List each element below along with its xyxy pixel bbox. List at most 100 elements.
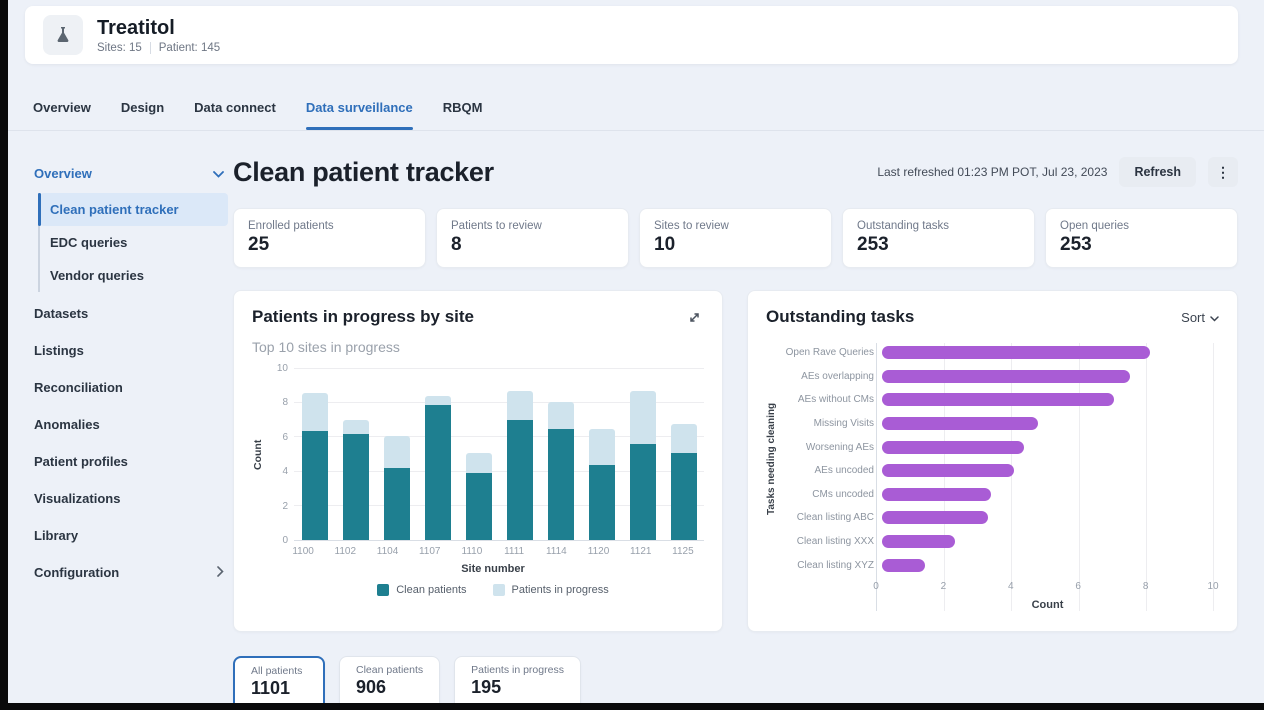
task-bar[interactable] (882, 487, 992, 501)
segment-clean-patients[interactable] (506, 420, 533, 540)
tab-overview[interactable]: Overview (33, 100, 91, 115)
filter-label: Patients in progress (471, 664, 564, 676)
x-tick-label: 4 (1008, 581, 1014, 592)
x-axis-title: Site number (461, 563, 525, 575)
stacked-bar-site-1107[interactable] (417, 369, 458, 540)
stacked-bar-site-1102[interactable] (335, 369, 376, 540)
sidebar-item-overview[interactable]: Overview (30, 160, 228, 187)
stacked-bar-site-1120[interactable] (581, 369, 622, 540)
segment-patients-in-progress[interactable] (506, 391, 533, 421)
stacked-bar-site-1111[interactable] (499, 369, 540, 540)
task-bar[interactable] (882, 440, 1025, 454)
segment-clean-patients[interactable] (629, 444, 656, 540)
bar-track (882, 440, 1213, 454)
task-bar[interactable] (882, 464, 1015, 478)
kpi-label: Enrolled patients (248, 220, 334, 232)
chart-title: Outstanding tasks (766, 307, 915, 326)
task-row: Clean listing ABC (780, 506, 1213, 530)
segment-patients-in-progress[interactable] (465, 452, 492, 474)
x-tick-label: 8 (1142, 581, 1149, 592)
kpi-sites-to-review: Sites to review 10 (639, 208, 832, 268)
sort-label: Sort (1181, 309, 1205, 325)
stacked-bar-site-1110[interactable] (458, 369, 499, 540)
stacked-bar-site-1121[interactable] (622, 369, 663, 540)
segment-clean-patients[interactable] (424, 404, 451, 540)
tab-design[interactable]: Design (120, 100, 165, 115)
x-tick-label: 1104 (376, 546, 399, 557)
task-bar[interactable] (882, 369, 1131, 383)
task-bar[interactable] (882, 393, 1114, 407)
gridline (1011, 343, 1013, 611)
stacked-bar-site-1114[interactable] (540, 369, 581, 540)
segment-clean-patients[interactable] (547, 428, 574, 540)
filter-clean-patients[interactable]: Clean patients 906 (339, 656, 441, 710)
sidebar-item-reconciliation[interactable]: Reconciliation (30, 370, 228, 405)
segment-patients-in-progress[interactable] (670, 423, 697, 453)
y-tick-label: 4 (282, 466, 288, 478)
sort-dropdown[interactable]: Sort (1181, 310, 1219, 325)
expand-icon[interactable] (685, 308, 704, 327)
tab-rbqm[interactable]: RBQM (442, 100, 483, 115)
kpi-patients-to-review: Patients to review 8 (436, 208, 629, 268)
segment-patients-in-progress[interactable] (301, 392, 328, 431)
task-bar[interactable] (882, 346, 1151, 360)
gridline (1145, 343, 1147, 611)
stacked-bar-site-1100[interactable] (294, 369, 335, 540)
task-label: AEs without CMs (797, 394, 874, 406)
segment-patients-in-progress[interactable] (588, 428, 615, 465)
bar-track (882, 511, 1213, 525)
task-row: AEs overlapping (780, 365, 1213, 389)
task-label: Worsening AEs (805, 441, 874, 453)
y-tick-label: 2 (282, 500, 288, 512)
legend-patients-in-progress[interactable]: Patients in progress (492, 584, 609, 596)
sidebar-item-library[interactable]: Library (30, 518, 228, 553)
x-tick-label: 1102 (334, 546, 357, 557)
x-tick-label: 1111 (504, 546, 525, 557)
sidebar-item-anomalies[interactable]: Anomalies (30, 407, 228, 442)
sidebar-item-clean-patient-tracker[interactable]: Clean patient tracker (38, 193, 228, 226)
tab-data-surveillance[interactable]: Data surveillance (305, 100, 413, 130)
sidebar-item-patient-profiles[interactable]: Patient profiles (30, 444, 228, 479)
gridline (294, 368, 704, 369)
screen-edge-left (0, 0, 8, 710)
filter-label: Clean patients (356, 664, 424, 676)
segment-clean-patients[interactable] (465, 473, 492, 540)
segment-patients-in-progress[interactable] (629, 391, 656, 445)
sidebar-item-label: Reconciliation (34, 380, 123, 395)
legend-swatch (377, 584, 390, 596)
stacked-bar-site-1104[interactable] (376, 369, 417, 540)
sidebar-item-datasets[interactable]: Datasets (30, 296, 228, 331)
sidebar-item-visualizations[interactable]: Visualizations (30, 481, 228, 516)
refresh-button[interactable]: Refresh (1119, 157, 1196, 187)
filter-patients-in-progress[interactable]: Patients in progress 195 (454, 656, 581, 710)
task-bar[interactable] (882, 535, 955, 549)
tab-data-connect[interactable]: Data connect (194, 100, 276, 115)
filter-all-patients[interactable]: All patients 1101 (233, 656, 325, 710)
gridline (294, 436, 704, 438)
sidebar-item-vendor-queries[interactable]: Vendor queries (50, 268, 144, 283)
segment-patients-in-progress[interactable] (424, 396, 451, 405)
kebab-menu-button[interactable]: ⋮ (1208, 157, 1238, 187)
filter-label: All patients (251, 665, 303, 677)
task-bar[interactable] (882, 417, 1038, 431)
segment-patients-in-progress[interactable] (383, 435, 410, 469)
y-tick-label: 6 (282, 431, 288, 443)
sidebar-item-listings[interactable]: Listings (30, 333, 228, 368)
kpi-open-queries: Open queries 253 (1045, 208, 1238, 268)
kpi-value: 8 (451, 234, 462, 255)
segment-clean-patients[interactable] (342, 433, 369, 540)
x-tick-label: 1110 (461, 546, 483, 557)
segment-clean-patients[interactable] (301, 430, 328, 540)
segment-clean-patients[interactable] (670, 452, 697, 540)
sidebar-item-configuration[interactable]: Configuration (30, 555, 228, 590)
segment-patients-in-progress[interactable] (547, 401, 574, 429)
task-bar[interactable] (882, 558, 926, 572)
sidebar-item-edc-queries[interactable]: EDC queries (50, 235, 128, 250)
task-bar[interactable] (882, 511, 988, 525)
segment-patients-in-progress[interactable] (342, 420, 369, 434)
legend-clean-patients[interactable]: Clean patients (377, 584, 467, 596)
segment-clean-patients[interactable] (383, 468, 410, 540)
x-tick-label: 1121 (629, 546, 652, 557)
stacked-bar-site-1125[interactable] (663, 369, 704, 540)
segment-clean-patients[interactable] (588, 464, 615, 540)
